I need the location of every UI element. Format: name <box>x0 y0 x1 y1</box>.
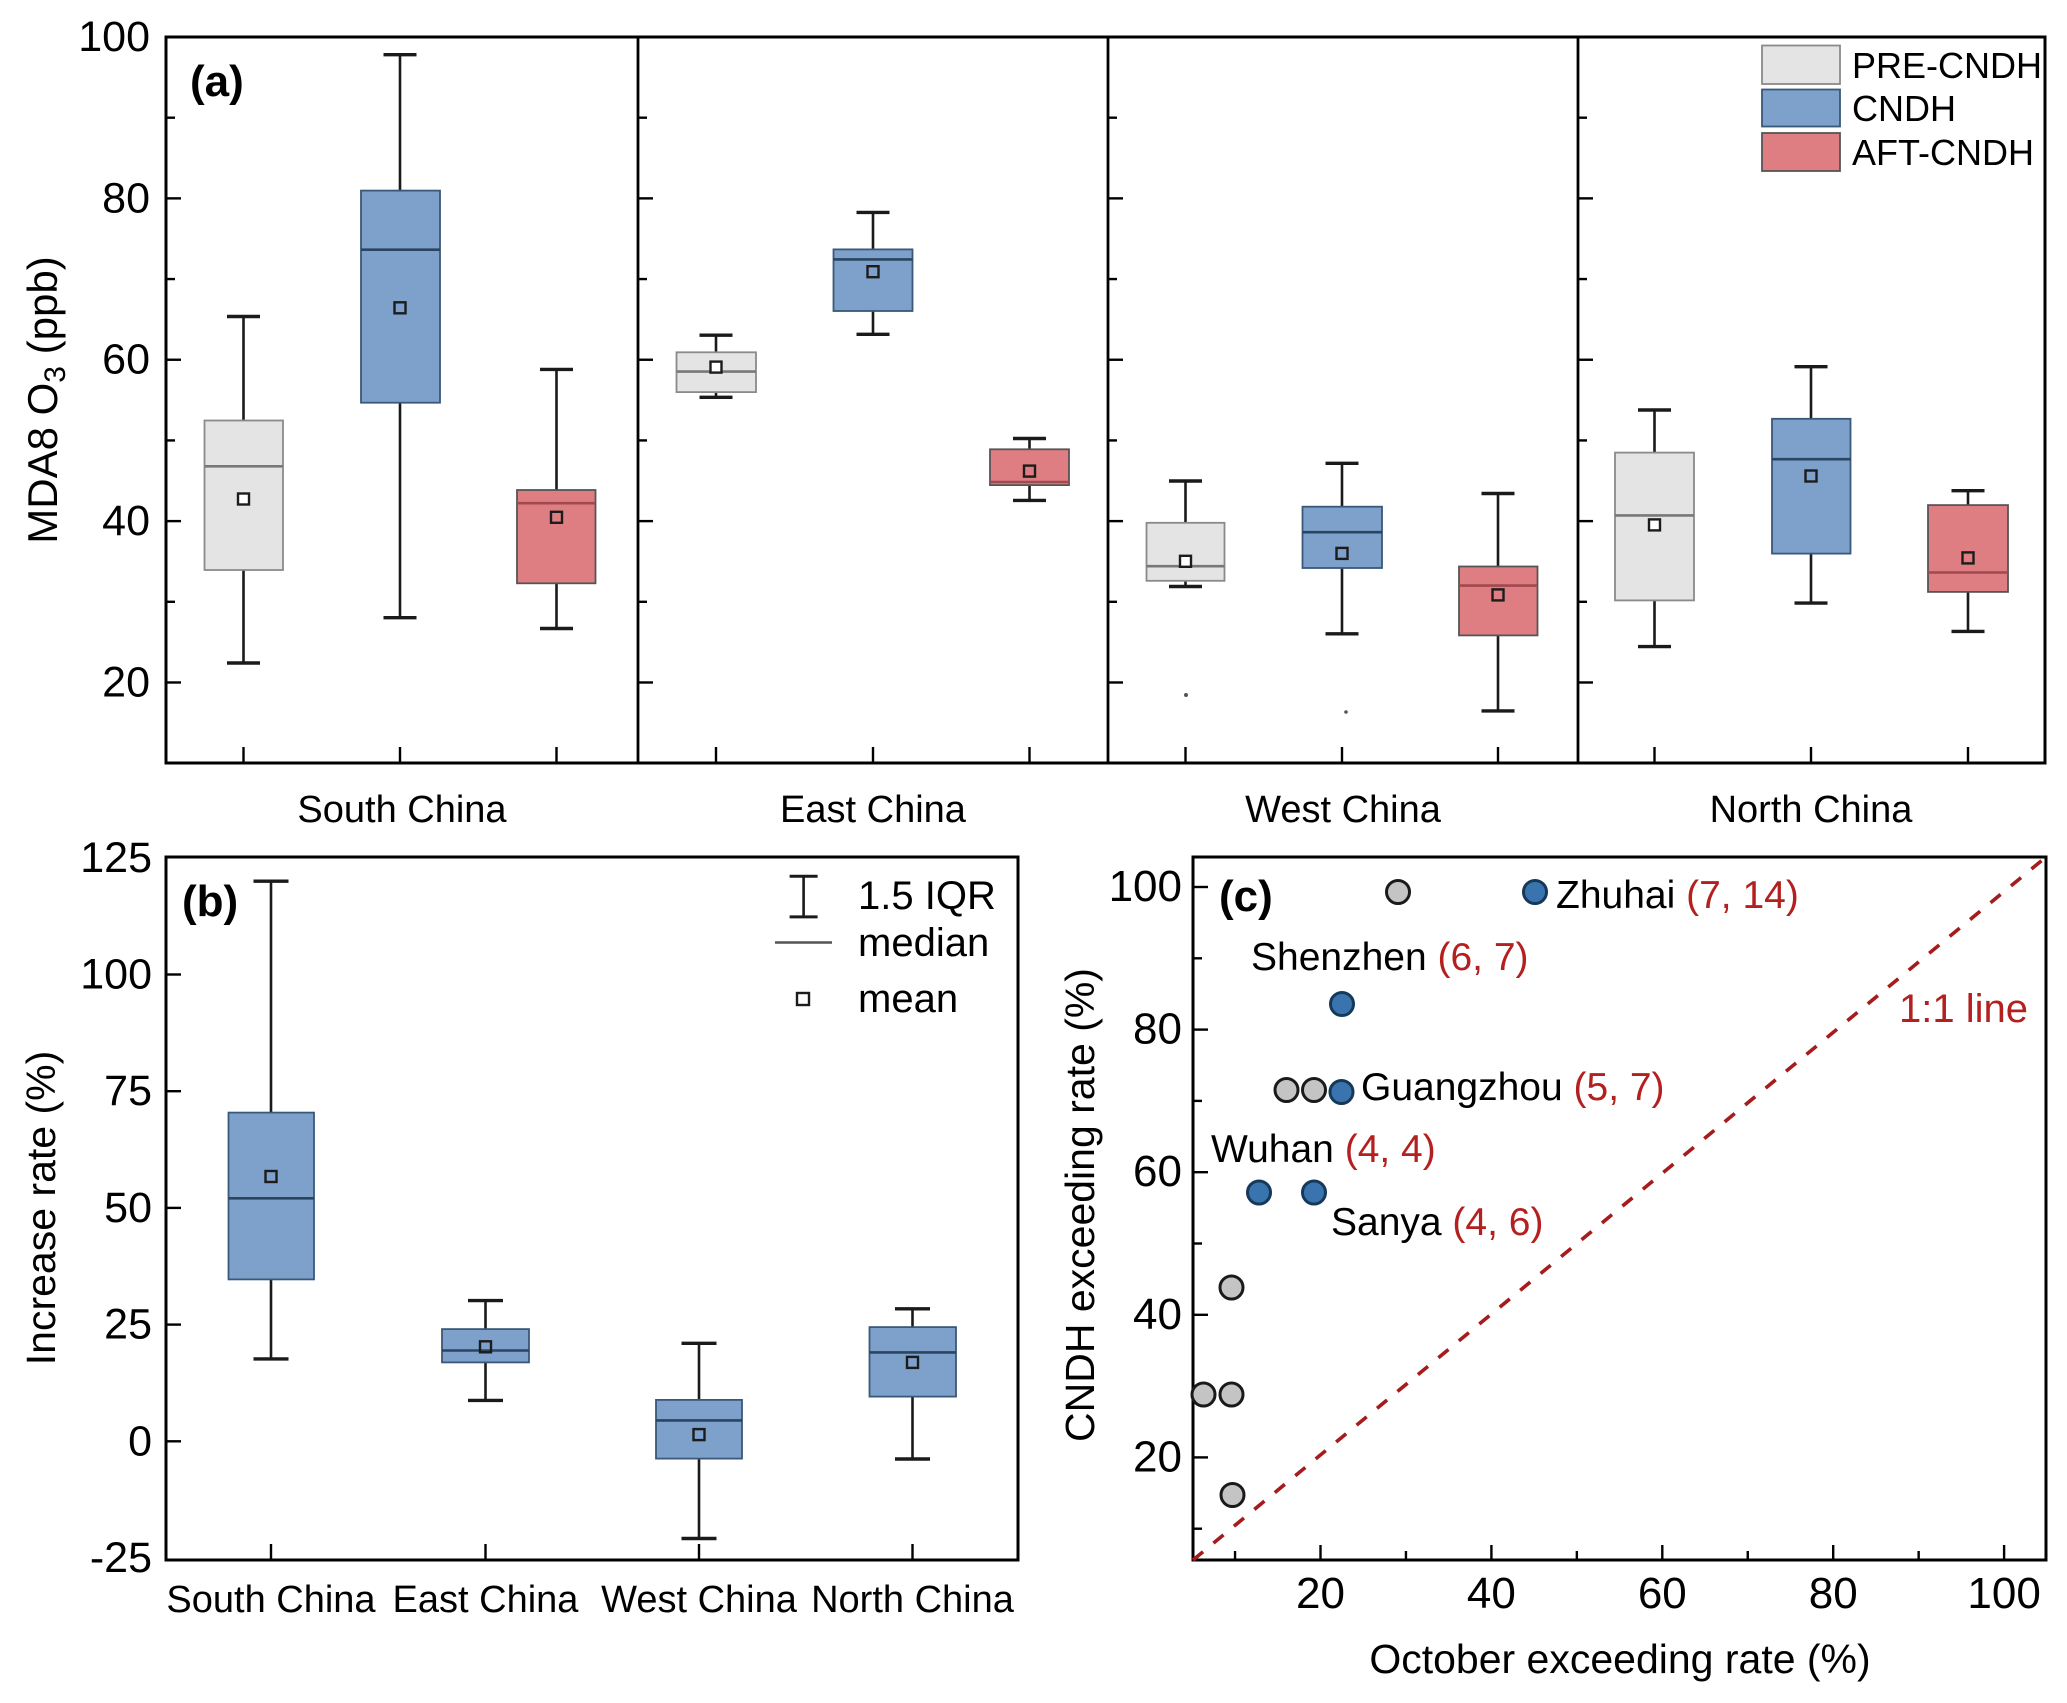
svg-text:CNDH: CNDH <box>1852 88 1956 129</box>
svg-text:Guangzhou (5, 7): Guangzhou (5, 7) <box>1361 1066 1665 1109</box>
svg-text:East China: East China <box>393 1579 580 1621</box>
svg-text:CNDH exceeding rate (%): CNDH exceeding rate (%) <box>1057 968 1103 1442</box>
svg-text:60: 60 <box>1133 1147 1182 1196</box>
svg-text:25: 25 <box>104 1301 152 1349</box>
svg-text:mean: mean <box>858 977 958 1021</box>
svg-text:100: 100 <box>80 951 152 999</box>
svg-text:South China: South China <box>297 789 507 831</box>
svg-text:60: 60 <box>102 336 150 384</box>
svg-text:Increase rate (%): Increase rate (%) <box>18 1051 64 1365</box>
svg-text:median: median <box>858 921 989 965</box>
svg-text:-25: -25 <box>90 1534 152 1582</box>
svg-text:North China: North China <box>811 1579 1015 1621</box>
svg-text:PRE-CNDH: PRE-CNDH <box>1852 45 2042 86</box>
svg-text:125: 125 <box>80 834 152 882</box>
svg-text:Shenzhen (6, 7): Shenzhen (6, 7) <box>1251 936 1529 979</box>
svg-text:(a): (a) <box>190 57 244 106</box>
svg-text:40: 40 <box>1133 1290 1182 1339</box>
svg-text:100: 100 <box>1109 862 1182 911</box>
svg-text:AFT-CNDH: AFT-CNDH <box>1852 132 2034 173</box>
svg-text:MDA8 O3 (ppb): MDA8 O3 (ppb) <box>19 256 72 543</box>
svg-text:75: 75 <box>104 1067 152 1115</box>
svg-text:100: 100 <box>78 13 150 61</box>
svg-text:West China: West China <box>1245 789 1442 831</box>
svg-text:Sanya (4, 6): Sanya (4, 6) <box>1331 1201 1543 1244</box>
svg-text:100: 100 <box>1967 1569 2040 1618</box>
svg-text:40: 40 <box>1467 1569 1516 1618</box>
svg-text:October exceeding rate (%): October exceeding rate (%) <box>1369 1636 1870 1682</box>
svg-text:East China: East China <box>780 789 967 831</box>
svg-text:40: 40 <box>102 497 150 545</box>
svg-text:20: 20 <box>1133 1432 1182 1481</box>
svg-text:60: 60 <box>1638 1569 1687 1618</box>
svg-text:0: 0 <box>128 1417 152 1465</box>
svg-text:80: 80 <box>1809 1569 1858 1618</box>
svg-text:South China: South China <box>166 1579 376 1621</box>
svg-text:80: 80 <box>1133 1005 1182 1054</box>
svg-text:(c): (c) <box>1219 872 1273 921</box>
svg-text:West China: West China <box>601 1579 798 1621</box>
svg-text:Wuhan (4, 4): Wuhan (4, 4) <box>1211 1128 1436 1171</box>
svg-text:1:1 line: 1:1 line <box>1899 987 2028 1031</box>
svg-text:North China: North China <box>1710 789 1914 831</box>
svg-text:80: 80 <box>102 174 150 222</box>
svg-text:(b): (b) <box>182 877 238 926</box>
svg-text:Zhuhai (7, 14): Zhuhai (7, 14) <box>1556 874 1799 917</box>
svg-text:20: 20 <box>1296 1569 1345 1618</box>
svg-text:50: 50 <box>104 1184 152 1232</box>
svg-text:20: 20 <box>102 658 150 706</box>
svg-text:1.5 IQR: 1.5 IQR <box>858 874 996 918</box>
